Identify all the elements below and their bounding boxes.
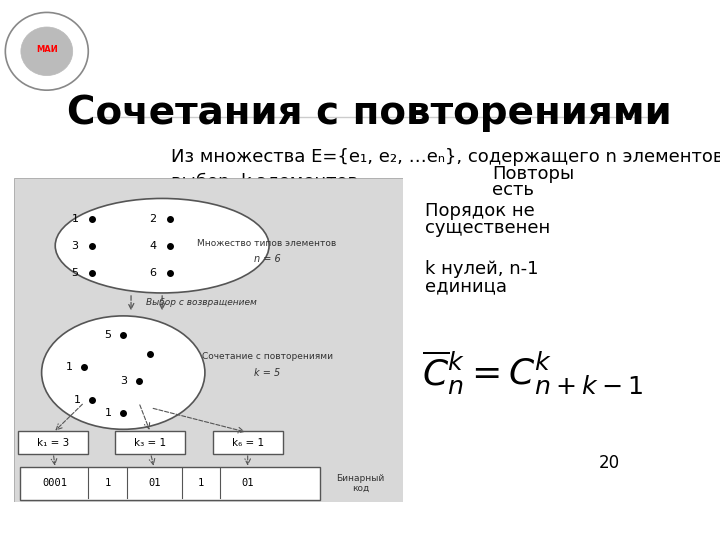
Text: 5: 5: [71, 268, 78, 278]
Text: k = 5: k = 5: [254, 368, 280, 377]
Ellipse shape: [55, 199, 269, 293]
Circle shape: [21, 27, 73, 76]
Text: 3: 3: [120, 376, 127, 386]
Text: 1: 1: [104, 478, 111, 488]
Text: 01: 01: [148, 478, 161, 488]
Text: k₃ = 1: k₃ = 1: [135, 438, 166, 448]
Text: 1: 1: [71, 214, 78, 224]
Text: 1: 1: [73, 395, 81, 404]
Text: 1: 1: [104, 408, 112, 418]
Text: 1: 1: [198, 478, 204, 488]
Text: Из множества E={e₁, e₂, …eₙ}, содержащего n элементов, производится: Из множества E={e₁, e₂, …eₙ}, содержащег…: [171, 148, 720, 166]
Text: Множество типов элементов: Множество типов элементов: [197, 239, 337, 247]
Ellipse shape: [42, 316, 205, 429]
FancyBboxPatch shape: [212, 431, 283, 455]
Text: есть: есть: [492, 181, 534, 199]
Text: 6: 6: [149, 268, 156, 278]
Text: $\overline{C}{^k_n} = C{^k_{n+k-1}}$: $\overline{C}{^k_n} = C{^k_{n+k-1}}$: [422, 348, 643, 397]
Text: Выбор с возвращением: Выбор с возвращением: [145, 298, 256, 307]
Text: k₆ = 1: k₆ = 1: [232, 438, 264, 448]
FancyBboxPatch shape: [115, 431, 186, 455]
Text: k₁ = 3: k₁ = 3: [37, 438, 69, 448]
FancyBboxPatch shape: [14, 178, 403, 502]
Text: 0001: 0001: [42, 478, 68, 488]
Text: Порядок не: Порядок не: [425, 202, 534, 220]
FancyBboxPatch shape: [18, 431, 89, 455]
Text: 01: 01: [241, 478, 254, 488]
Text: 1: 1: [66, 362, 73, 372]
Text: Бинарный
код: Бинарный код: [336, 474, 384, 493]
Text: k нулей, n-1: k нулей, n-1: [425, 260, 539, 278]
Text: выбор  k элементов: выбор k элементов: [171, 173, 358, 191]
Text: МАИ: МАИ: [36, 45, 58, 54]
Text: 2: 2: [149, 214, 156, 224]
Text: 5: 5: [104, 330, 112, 340]
Text: единица: единица: [425, 277, 507, 295]
Text: существенен: существенен: [425, 219, 550, 237]
Text: Сочетание с повторениями: Сочетание с повторениями: [202, 352, 333, 361]
Text: n = 6: n = 6: [253, 254, 281, 264]
Text: Сочетания с повторениями: Сочетания с повторениями: [67, 94, 671, 132]
Text: 3: 3: [71, 241, 78, 251]
FancyBboxPatch shape: [20, 467, 320, 500]
Text: 4: 4: [149, 241, 156, 251]
Text: 20: 20: [599, 454, 620, 472]
Text: Повторы: Повторы: [492, 165, 574, 183]
